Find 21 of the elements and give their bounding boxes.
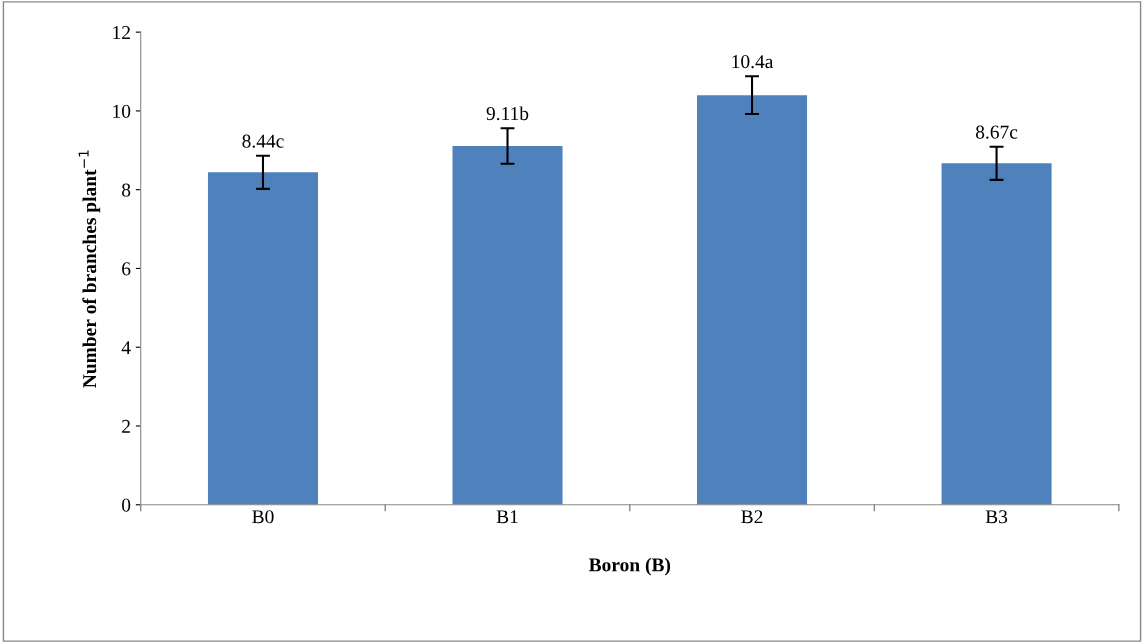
x-axis-title: Boron (B) [588, 557, 671, 576]
data-label: 8.67c [975, 125, 1018, 139]
y-tick-label: 8 [122, 183, 131, 197]
bar [697, 95, 808, 505]
bar [941, 163, 1052, 505]
data-label: 8.44c [242, 134, 284, 148]
y-axis-title: Number of branches plant$^{−1}$ [78, 150, 101, 388]
x-tick-label: B2 [741, 510, 763, 524]
y-tick-label: 6 [122, 262, 131, 276]
x-tick-label: B1 [496, 510, 518, 524]
data-label: 9.11b [486, 106, 529, 121]
y-tick-label: 12 [113, 26, 130, 39]
data-label: 10.4a [732, 55, 774, 69]
y-tick-label: 2 [122, 419, 130, 433]
bar [207, 172, 318, 505]
bar [452, 145, 563, 505]
y-tick-label: 10 [113, 104, 131, 118]
x-tick-label: B0 [252, 510, 274, 524]
y-tick-label: 4 [121, 341, 131, 354]
y-tick-label: 0 [122, 498, 131, 512]
x-tick-label: B3 [985, 510, 1008, 524]
